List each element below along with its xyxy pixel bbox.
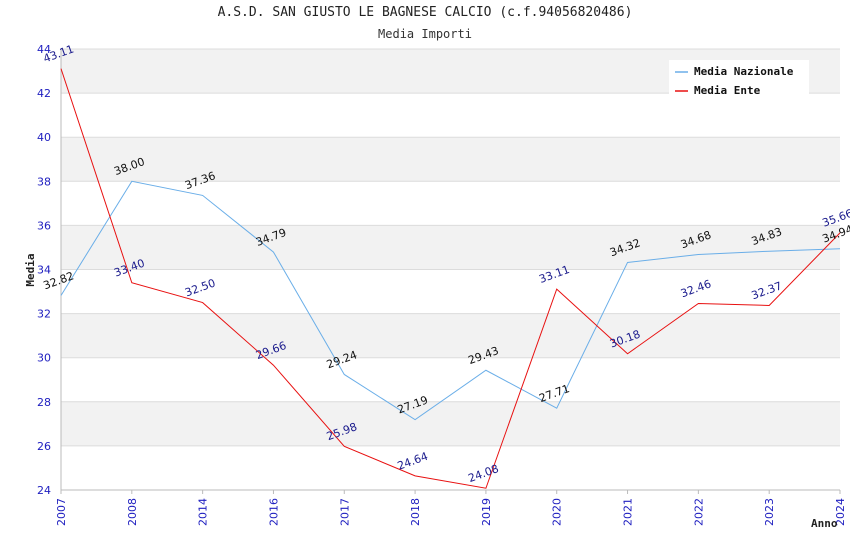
data-label: 24.08 [466, 462, 500, 485]
y-tick-label: 40 [37, 131, 51, 144]
x-tick-label: 2017 [338, 498, 351, 526]
x-tick-label: 2021 [622, 498, 635, 526]
x-tick-label: 2024 [834, 498, 847, 526]
y-axis-label: Media [24, 253, 37, 286]
plot-band [61, 313, 840, 358]
plot-band [61, 225, 840, 270]
axes [60, 49, 840, 491]
y-tick-label: 30 [37, 352, 51, 365]
data-label: 32.37 [750, 279, 784, 302]
x-tick-label: 2018 [409, 498, 422, 526]
y-tick-label: 36 [37, 219, 51, 232]
x-tick-label: 2023 [763, 498, 776, 526]
series-lines [60, 68, 841, 489]
x-axis-label: Anno [811, 517, 838, 530]
chart-title: A.S.D. SAN GIUSTO LE BAGNESE CALCIO (c.f… [217, 5, 633, 20]
x-tick-label: 2020 [551, 498, 564, 526]
x-tick-label: 2022 [692, 498, 705, 526]
x-tick-label: 2007 [55, 498, 68, 526]
series-line [60, 180, 841, 421]
chart-subtitle: Media Importi [378, 27, 472, 41]
y-tick-label: 38 [37, 175, 51, 188]
x-tick-label: 2014 [197, 498, 210, 526]
y-tick-label: 34 [37, 264, 51, 277]
x-tick-label: 2019 [480, 498, 493, 526]
data-label: 32.46 [679, 277, 713, 300]
y-tick-label: 24 [37, 484, 51, 497]
legend-label-media-ente: Media Ente [694, 84, 761, 97]
x-tick-label: 2008 [126, 498, 139, 526]
series-line [60, 68, 841, 489]
y-tick-label: 26 [37, 440, 51, 453]
legend-label-media-nazionale: Media Nazionale [694, 65, 794, 78]
data-label: 32.50 [183, 276, 217, 299]
plot-band [61, 401, 840, 446]
x-tick-label: 2016 [267, 498, 280, 526]
plot-bands [61, 49, 840, 446]
legend: Media Nazionale Media Ente [669, 60, 809, 97]
data-label: 24.64 [396, 450, 430, 473]
y-ticks: 24 26 28 30 32 34 36 38 40 42 44 [37, 43, 51, 497]
y-tick-label: 28 [37, 396, 51, 409]
y-tick-label: 32 [37, 308, 51, 321]
grid-lines [61, 48, 840, 491]
plot-band [61, 137, 840, 182]
y-tick-label: 42 [37, 87, 51, 100]
legend-box [669, 60, 809, 96]
x-ticks: 2007 2008 2014 2016 2017 2018 2019 2020 2021 2022… [55, 490, 847, 526]
y-tick-label: 44 [37, 43, 51, 56]
